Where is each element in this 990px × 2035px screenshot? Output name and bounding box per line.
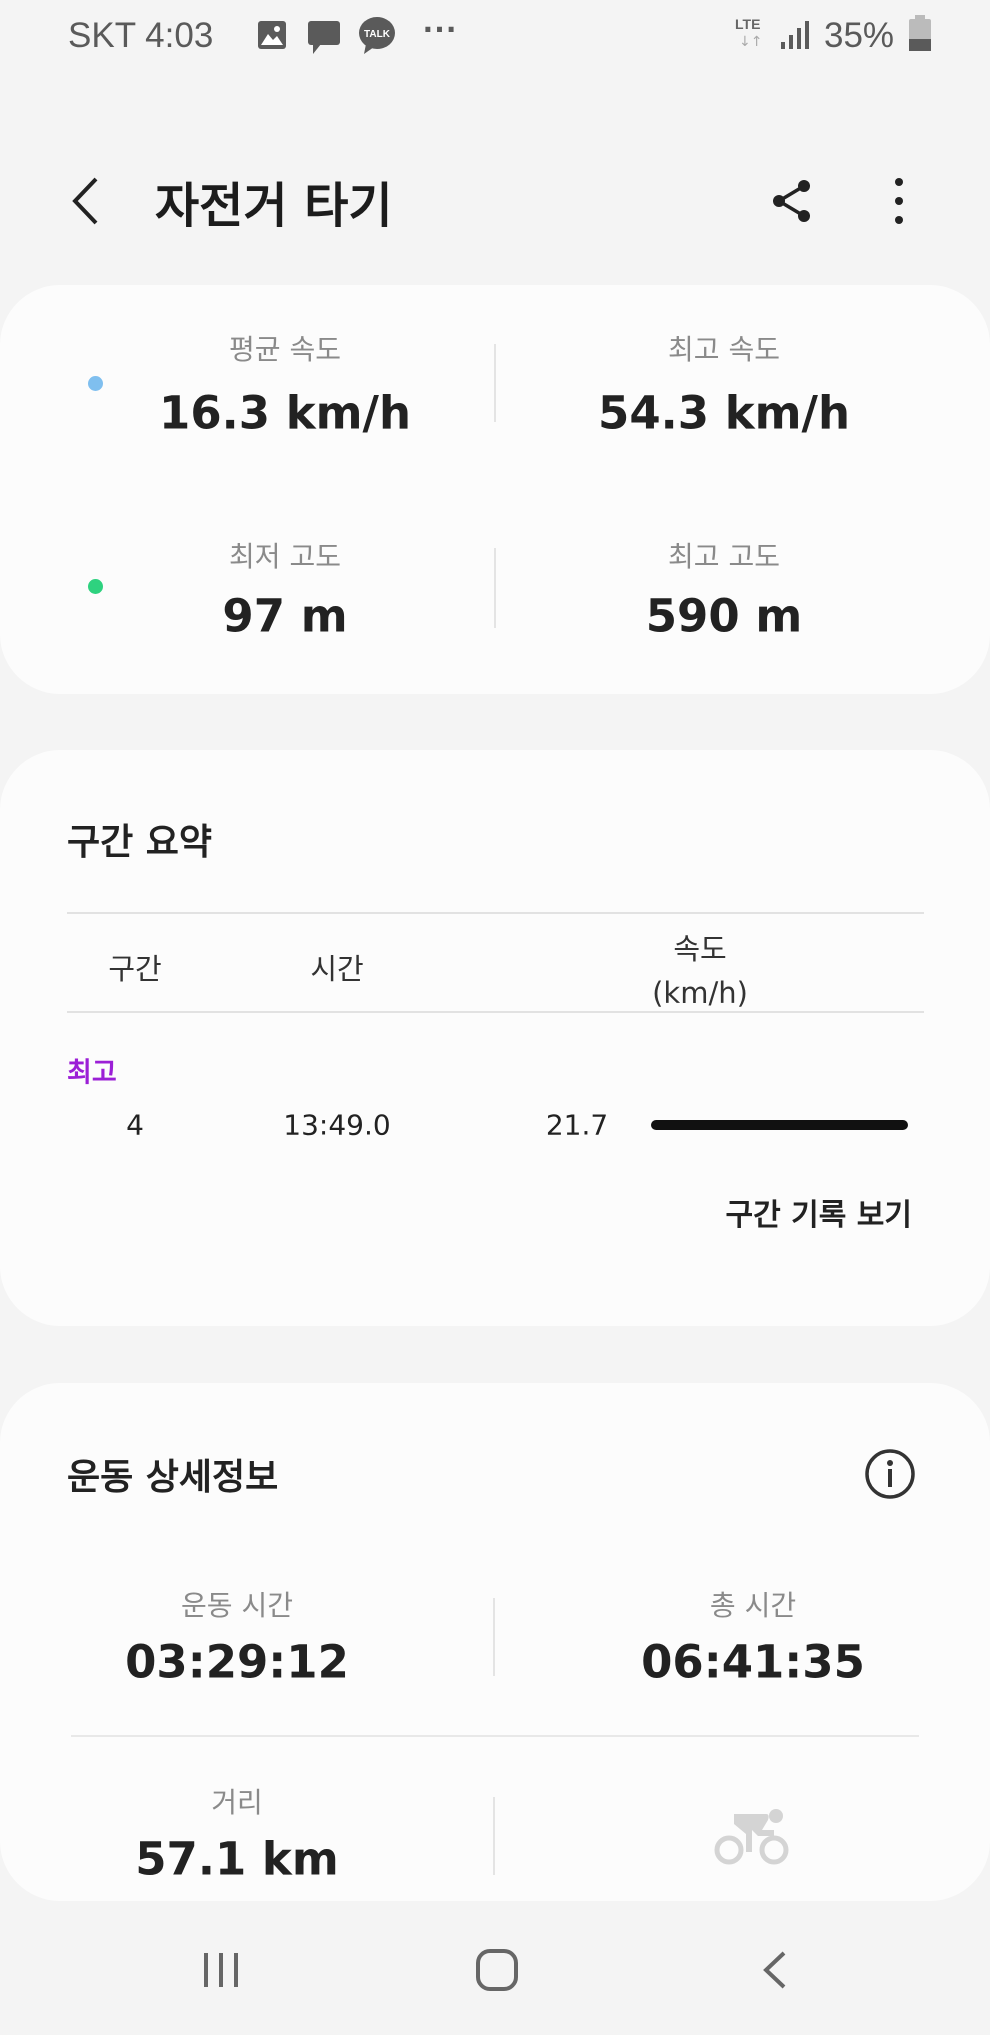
nav-back-button[interactable] — [760, 1950, 790, 1990]
best-label: 최고 — [67, 1057, 117, 1089]
workout-details-title: 운동 상세정보 — [67, 1457, 279, 1498]
workout-details-card — [0, 1383, 990, 1901]
share-button[interactable] — [770, 178, 814, 224]
col-speed: 속도 — [673, 932, 727, 966]
distance-label: 거리 — [211, 1786, 263, 1819]
battery-percent: 35% — [824, 16, 895, 55]
min-altitude-value: 97 m — [222, 589, 348, 643]
svg-text:TALK: TALK — [364, 29, 391, 40]
avg-speed-label: 평균 속도 — [229, 333, 341, 366]
divider — [494, 548, 496, 628]
divider — [493, 1797, 495, 1875]
max-speed-label: 최고 속도 — [668, 333, 780, 366]
signal-icon — [781, 21, 809, 49]
back-button[interactable] — [70, 176, 100, 226]
page-title: 자전거 타기 — [155, 178, 393, 234]
more-options-button[interactable] — [891, 176, 907, 226]
row-time: 13:49.0 — [283, 1108, 391, 1142]
speed-legend-dot — [88, 376, 103, 391]
kakaotalk-icon: TALK — [359, 17, 395, 54]
info-icon[interactable] — [864, 1448, 916, 1500]
col-speed-unit: (km/h) — [652, 976, 748, 1010]
max-speed-value: 54.3 km/h — [598, 386, 850, 440]
divider — [71, 1735, 919, 1737]
col-time: 시간 — [310, 952, 364, 986]
lte-icon: LTE — [735, 16, 761, 32]
min-altitude-label: 최저 고도 — [229, 540, 341, 573]
workout-time-value: 03:29:12 — [125, 1635, 349, 1689]
speed-bar — [651, 1120, 908, 1130]
cycling-icon — [714, 1809, 789, 1865]
col-segment: 구간 — [108, 952, 162, 986]
divider — [493, 1598, 495, 1676]
distance-value: 57.1 km — [135, 1832, 339, 1886]
total-time-value: 06:41:35 — [641, 1635, 865, 1689]
segment-summary-card — [0, 750, 990, 1326]
max-altitude-label: 최고 고도 — [668, 540, 780, 573]
battery-icon — [909, 15, 931, 51]
data-arrows-icon: ↓↑ — [739, 34, 763, 50]
home-button[interactable] — [475, 1948, 519, 1992]
total-time-label: 총 시간 — [709, 1589, 797, 1622]
row-speed: 21.7 — [545, 1108, 609, 1142]
segment-summary-title: 구간 요약 — [67, 822, 213, 863]
row-segment: 4 — [126, 1108, 144, 1142]
message-icon — [308, 21, 340, 54]
altitude-legend-dot — [88, 579, 103, 594]
gallery-icon — [258, 21, 286, 49]
recent-apps-button[interactable] — [201, 1950, 241, 1990]
more-notifications-icon: ··· — [423, 10, 458, 49]
view-segment-records-link[interactable]: 구간 기록 보기 — [725, 1198, 913, 1233]
avg-speed-value: 16.3 km/h — [159, 386, 411, 440]
table-header-line — [67, 1011, 924, 1013]
workout-time-label: 운동 시간 — [181, 1589, 293, 1622]
table-top-line — [67, 912, 924, 914]
status-time: SKT 4:03 — [68, 16, 214, 55]
max-altitude-value: 590 m — [645, 589, 803, 643]
divider — [494, 344, 496, 422]
